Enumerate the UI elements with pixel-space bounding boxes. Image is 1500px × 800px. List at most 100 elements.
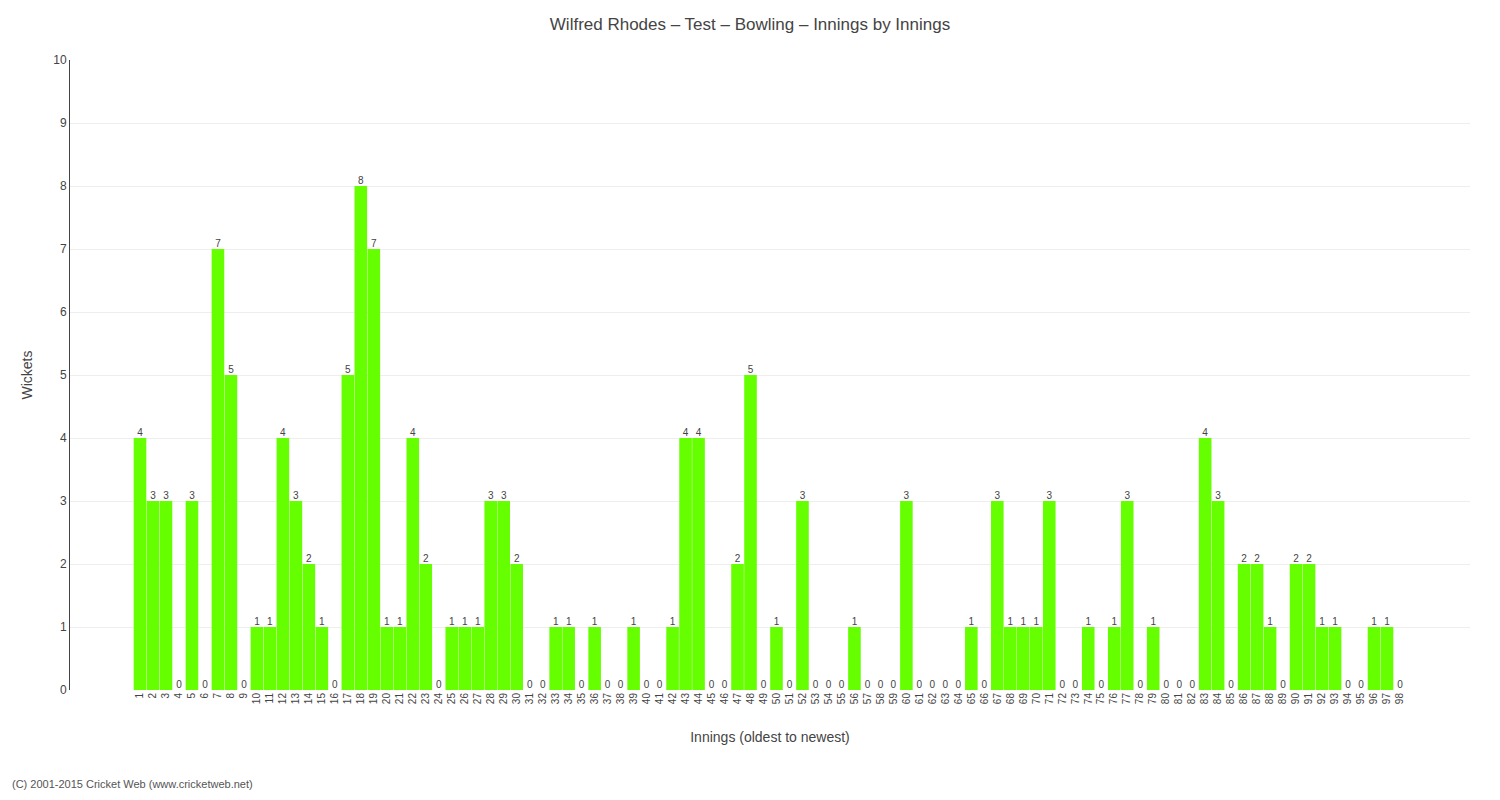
svg-text:11: 11 — [264, 693, 275, 704]
svg-text:0: 0 — [1280, 679, 1286, 690]
svg-text:76: 76 — [1108, 693, 1119, 705]
svg-text:60: 60 — [901, 693, 912, 705]
svg-text:3: 3 — [488, 490, 494, 501]
svg-text:1: 1 — [852, 616, 858, 627]
svg-text:4: 4 — [410, 427, 416, 438]
svg-text:5: 5 — [748, 364, 754, 375]
svg-text:0: 0 — [1176, 679, 1182, 690]
svg-text:1: 1 — [592, 616, 598, 627]
svg-text:46: 46 — [719, 693, 730, 705]
svg-text:7: 7 — [371, 238, 377, 249]
svg-text:0: 0 — [709, 679, 715, 690]
svg-text:4: 4 — [173, 693, 184, 699]
svg-text:3: 3 — [160, 693, 171, 699]
svg-text:0: 0 — [1358, 679, 1364, 690]
svg-text:(C) 2001-2015 Cricket Web (www: (C) 2001-2015 Cricket Web (www.cricketwe… — [12, 778, 253, 790]
svg-text:85: 85 — [1225, 693, 1236, 705]
svg-text:89: 89 — [1277, 693, 1288, 705]
svg-text:1: 1 — [449, 616, 455, 627]
svg-text:0: 0 — [202, 679, 208, 690]
svg-text:3: 3 — [60, 494, 67, 508]
svg-text:1: 1 — [1332, 616, 1338, 627]
svg-text:1: 1 — [774, 616, 780, 627]
svg-text:2: 2 — [1293, 553, 1299, 564]
svg-text:22: 22 — [407, 693, 418, 705]
svg-text:0: 0 — [891, 679, 897, 690]
svg-text:1: 1 — [1085, 616, 1091, 627]
svg-text:6: 6 — [199, 693, 210, 699]
svg-text:0: 0 — [436, 679, 442, 690]
svg-text:6: 6 — [60, 305, 67, 319]
svg-text:15: 15 — [316, 693, 327, 705]
svg-text:61: 61 — [914, 693, 925, 705]
svg-text:42: 42 — [667, 693, 678, 705]
svg-text:1: 1 — [475, 616, 481, 627]
svg-text:0: 0 — [1098, 679, 1104, 690]
svg-text:Wilfred Rhodes – Test – Bowlin: Wilfred Rhodes – Test – Bowling – Inning… — [550, 15, 950, 34]
svg-text:62: 62 — [927, 693, 938, 705]
svg-text:1: 1 — [670, 616, 676, 627]
svg-text:4: 4 — [137, 427, 143, 438]
svg-text:59: 59 — [888, 693, 899, 705]
svg-text:2: 2 — [1306, 553, 1312, 564]
svg-text:3: 3 — [800, 490, 806, 501]
svg-text:1: 1 — [566, 616, 572, 627]
svg-text:18: 18 — [355, 693, 366, 705]
svg-text:29: 29 — [498, 693, 509, 705]
svg-text:0: 0 — [540, 679, 546, 690]
svg-text:2: 2 — [735, 553, 741, 564]
svg-text:4: 4 — [1202, 427, 1208, 438]
svg-text:3: 3 — [501, 490, 507, 501]
svg-text:0: 0 — [930, 679, 936, 690]
svg-text:0: 0 — [917, 679, 923, 690]
svg-text:33: 33 — [550, 693, 561, 705]
svg-text:8: 8 — [60, 179, 67, 193]
svg-text:2: 2 — [1254, 553, 1260, 564]
svg-text:2: 2 — [423, 553, 429, 564]
svg-text:13: 13 — [290, 693, 301, 705]
svg-text:35: 35 — [576, 693, 587, 705]
svg-text:96: 96 — [1368, 693, 1379, 705]
svg-text:40: 40 — [641, 693, 652, 705]
svg-text:0: 0 — [579, 679, 585, 690]
svg-text:83: 83 — [1199, 693, 1210, 705]
svg-text:3: 3 — [163, 490, 169, 501]
svg-text:3: 3 — [1124, 490, 1130, 501]
svg-text:79: 79 — [1147, 693, 1158, 705]
svg-text:5: 5 — [345, 364, 351, 375]
svg-text:56: 56 — [849, 693, 860, 705]
svg-text:31: 31 — [524, 693, 535, 705]
svg-text:2: 2 — [60, 557, 67, 571]
svg-text:55: 55 — [836, 693, 847, 705]
svg-text:19: 19 — [368, 693, 379, 705]
svg-text:5: 5 — [60, 368, 67, 382]
svg-text:Wickets: Wickets — [19, 351, 35, 400]
svg-text:69: 69 — [1018, 693, 1029, 705]
svg-text:4: 4 — [280, 427, 286, 438]
svg-text:3: 3 — [995, 490, 1001, 501]
svg-text:77: 77 — [1121, 693, 1132, 705]
svg-text:3: 3 — [293, 490, 299, 501]
svg-text:34: 34 — [563, 693, 574, 705]
svg-text:2: 2 — [147, 693, 158, 699]
svg-text:37: 37 — [602, 693, 613, 705]
svg-text:0: 0 — [644, 679, 650, 690]
svg-text:4: 4 — [60, 431, 67, 445]
svg-text:92: 92 — [1316, 693, 1327, 705]
svg-text:86: 86 — [1238, 693, 1249, 705]
svg-text:21: 21 — [394, 693, 405, 705]
svg-text:3: 3 — [189, 490, 195, 501]
svg-text:30: 30 — [511, 693, 522, 705]
svg-text:0: 0 — [60, 683, 67, 697]
svg-text:23: 23 — [420, 693, 431, 705]
svg-text:8: 8 — [225, 693, 236, 699]
svg-text:94: 94 — [1342, 693, 1353, 705]
svg-text:27: 27 — [472, 693, 483, 705]
svg-text:14: 14 — [303, 693, 314, 705]
svg-text:0: 0 — [826, 679, 832, 690]
svg-text:39: 39 — [628, 693, 639, 705]
svg-text:78: 78 — [1134, 693, 1145, 705]
svg-text:65: 65 — [966, 693, 977, 705]
svg-text:90: 90 — [1290, 693, 1301, 705]
svg-text:97: 97 — [1381, 693, 1392, 705]
